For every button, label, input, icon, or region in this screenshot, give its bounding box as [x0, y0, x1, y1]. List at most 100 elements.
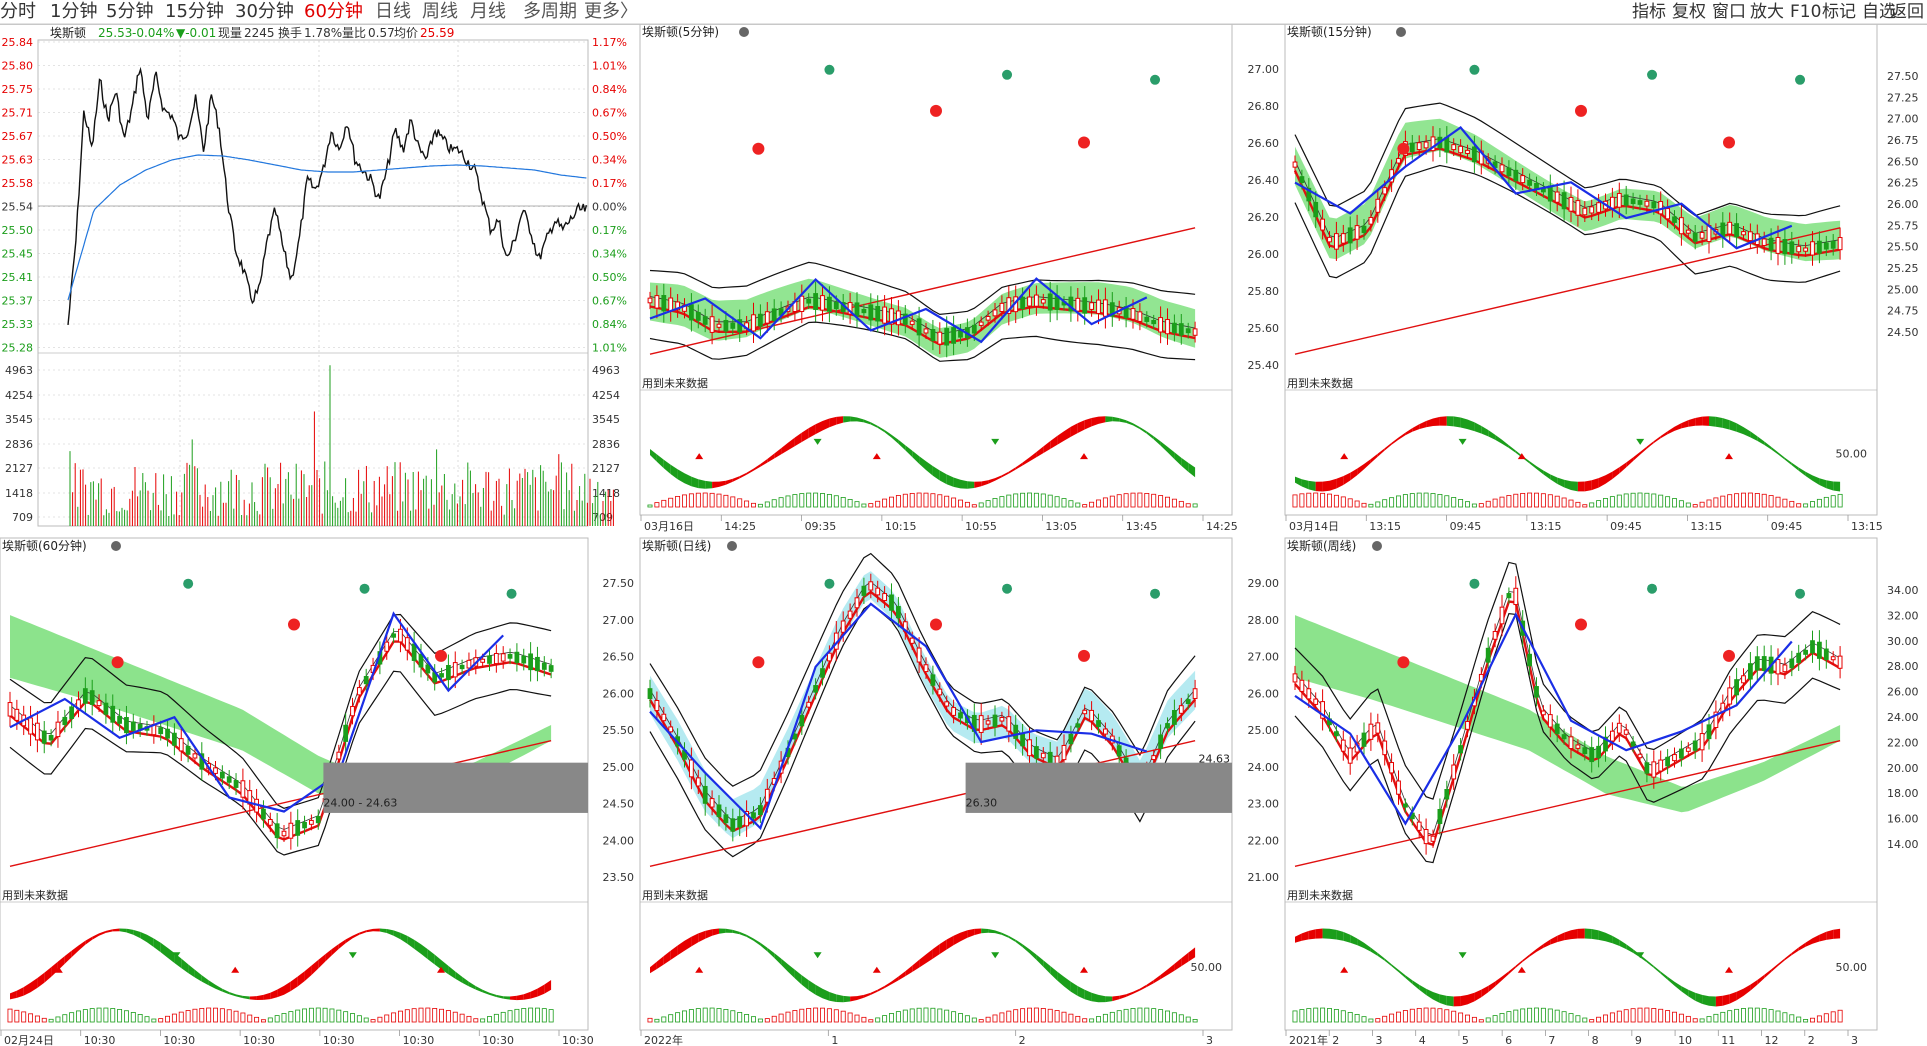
- indicator-hist-bar: [1333, 1008, 1339, 1023]
- indicator-hist-bar: [1706, 1016, 1712, 1023]
- timeframe-tab-7[interactable]: 周线: [422, 1, 458, 22]
- indicator-ribbon: [1764, 969, 1772, 979]
- candle-body: [1340, 739, 1346, 752]
- boll-upper: [1294, 102, 1841, 217]
- toolbar-right-item-0[interactable]: 指标: [1632, 2, 1666, 22]
- timeframe-tab-4[interactable]: 30分钟: [235, 1, 294, 22]
- price-tick-10: 25.41: [2, 271, 34, 284]
- indicator-hist-bar: [1782, 1012, 1788, 1023]
- indicator-ribbon: [1715, 995, 1723, 1007]
- timeframe-tab-3[interactable]: 15分钟: [165, 1, 224, 22]
- x-label: 10:30: [482, 1034, 514, 1046]
- timeframe-tab-9[interactable]: 多周期: [523, 1, 577, 22]
- timeframe-tab-0[interactable]: 分时: [0, 1, 36, 22]
- indicator-ribbon: [1050, 436, 1058, 449]
- indicator-hist-bar: [14, 1009, 20, 1023]
- timeframe-tab-2[interactable]: 5分钟: [106, 1, 154, 22]
- candle-body: [411, 643, 417, 661]
- indicator-hist-bar: [144, 1016, 150, 1023]
- indicator-hist-bar: [329, 1008, 335, 1023]
- timeframe-tab-8[interactable]: 月线: [470, 1, 506, 22]
- right-tick: 25.75: [1887, 219, 1919, 232]
- indicator-ribbon: [1453, 996, 1461, 1007]
- down-arrow-icon: [991, 952, 1000, 959]
- candle-body: [165, 728, 170, 739]
- panel-p60: 埃斯顿(60分钟) 用到未来数据 02月24日 10:30 10:30 10:30 10:3…: [0, 537, 594, 1046]
- left-tick: 26.20: [1248, 211, 1280, 224]
- indicator-ribbon: [263, 992, 271, 1000]
- candle-body: [391, 633, 396, 638]
- toolbar-right-item-1[interactable]: 复权: [1672, 2, 1706, 22]
- indicator-ribbon: [870, 422, 878, 428]
- right-tick: 20.00: [1887, 762, 1919, 775]
- left-tick: 27.00: [1248, 63, 1280, 76]
- indicator-hist-bar: [1734, 1008, 1740, 1023]
- indicator-ribbon: [1188, 462, 1196, 478]
- indicator-hist-bar: [1165, 1010, 1170, 1023]
- indicator-ribbon: [739, 931, 747, 937]
- indicator-hist-bar: [1782, 498, 1788, 508]
- indicator-hist-bar: [1596, 1016, 1602, 1023]
- x-label: 10:55: [965, 520, 997, 533]
- indicator-hist-bar: [1644, 492, 1650, 508]
- candle-body: [1075, 297, 1081, 312]
- indicator-ribbon: [1398, 969, 1406, 978]
- price-tick-6: 25.58: [2, 177, 34, 190]
- candle-body: [1534, 686, 1539, 698]
- indicator-ribbon: [1702, 994, 1709, 1006]
- indicator-hist-bar: [1144, 493, 1150, 508]
- indicator-ribbon: [774, 953, 782, 965]
- timeframe-tab-6[interactable]: 日线: [375, 1, 411, 22]
- boll-upper: [9, 613, 552, 809]
- indicator-ribbon: [732, 929, 740, 935]
- toolbar-right-item-5[interactable]: 标记: [1822, 2, 1856, 22]
- indicator-hist-bar: [1816, 1015, 1822, 1023]
- indicator-ribbon: [1357, 464, 1364, 476]
- indicator-ribbon: [393, 930, 401, 940]
- right-tick: 26.75: [1887, 134, 1919, 147]
- timeframe-tab-1[interactable]: 1分钟: [50, 1, 98, 22]
- indicator-ribbon: [1391, 964, 1399, 972]
- indicator-ribbon: [1564, 930, 1571, 941]
- indicator-hist-bar: [1451, 497, 1457, 508]
- indicator-hist-bar: [971, 1017, 977, 1023]
- toolbar-right-item-7[interactable]: 返回: [1890, 2, 1924, 22]
- candle-body: [1741, 231, 1746, 236]
- toolbar-right-item-2[interactable]: 窗口: [1712, 2, 1746, 22]
- indicator-hist-bar: [1061, 1011, 1067, 1023]
- indicator-hist-bar: [1054, 1010, 1060, 1023]
- zone-label: 26.30: [966, 797, 998, 810]
- indicator-hist-bar: [1768, 495, 1774, 508]
- intraday-price: 25.53: [98, 26, 132, 40]
- indicator-ribbon: [663, 459, 671, 475]
- indicator-hist-bar: [1354, 500, 1360, 508]
- indicator-hist-bar: [226, 1009, 232, 1023]
- toolbar-right-item-3[interactable]: 放大: [1750, 2, 1784, 22]
- indicator-ribbon: [1343, 472, 1351, 485]
- timeframe-tab-10[interactable]: 更多〉: [584, 1, 638, 22]
- signal-v-icon: [1795, 588, 1806, 599]
- indicator-ribbon: [1474, 989, 1482, 1002]
- candle-body: [130, 721, 136, 731]
- indicator-hist-bar: [654, 1018, 660, 1023]
- candle-body: [1679, 748, 1684, 759]
- indicator-ribbon: [1160, 969, 1168, 980]
- candle-body: [806, 298, 812, 304]
- candles: [1292, 126, 1843, 266]
- indicator-hist-bar: [930, 1007, 936, 1023]
- indicator-ribbon: [1043, 960, 1051, 974]
- indicator-hist-bar: [1109, 1011, 1115, 1023]
- indicator-hist-bar: [723, 1008, 729, 1023]
- indicator-ribbon: [1502, 971, 1509, 981]
- intraday-avg-line: [67, 154, 587, 301]
- indicator-hist-bar: [1678, 1013, 1684, 1023]
- indicator-hist-bar: [840, 1010, 846, 1023]
- x-label: 10:30: [84, 1034, 116, 1046]
- candle-body: [771, 308, 777, 321]
- toolbar-right-item-4[interactable]: F10: [1790, 2, 1822, 22]
- timeframe-tab-5[interactable]: 60分钟: [304, 1, 363, 22]
- toolbar-right-item-6[interactable]: 自选: [1862, 2, 1896, 22]
- indicator-hist-bar: [1299, 1009, 1305, 1023]
- intraday-volume: 2245: [244, 26, 275, 40]
- down-arrow-icon: [172, 952, 181, 959]
